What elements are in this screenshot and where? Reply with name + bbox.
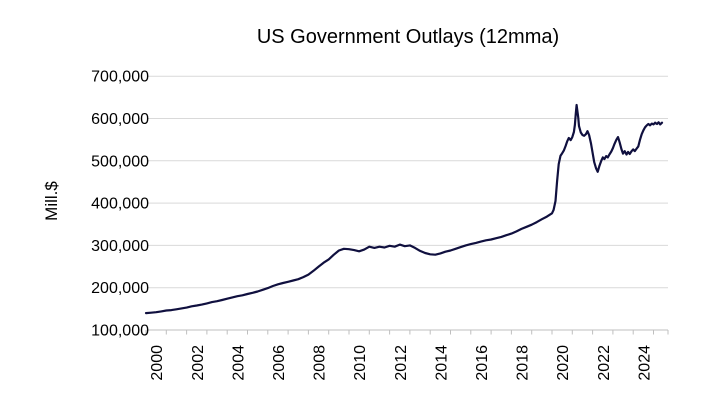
x-tick-label: 2024	[636, 345, 653, 381]
x-tick-label: 2020	[555, 345, 572, 381]
y-tick-label: 400,000	[91, 196, 149, 213]
x-tick-label: 2014	[433, 345, 450, 381]
y-tick-label: 600,000	[91, 111, 149, 128]
outlays-line-series	[144, 103, 664, 315]
y-tick-label: 700,000	[91, 69, 149, 86]
y-tick-label: 500,000	[91, 153, 149, 170]
x-tick-label: 2016	[474, 345, 491, 381]
x-tick-label: 2002	[190, 345, 207, 381]
y-tick-label: 200,000	[91, 280, 149, 297]
x-tick-label: 2018	[515, 345, 532, 381]
chart-title: US Government Outlays (12mma)	[256, 26, 560, 48]
x-tick-label: 2000	[149, 345, 166, 381]
x-tick-label: 2022	[596, 345, 613, 381]
y-tick-label: 300,000	[91, 238, 149, 255]
x-tick-label: 2012	[393, 345, 410, 381]
x-tick-label: 2008	[312, 345, 329, 381]
x-tick-label: 2006	[271, 345, 288, 381]
y-tick-label: 100,000	[91, 323, 149, 340]
x-tick-label: 2004	[230, 345, 247, 381]
x-tick-label: 2010	[352, 345, 369, 381]
